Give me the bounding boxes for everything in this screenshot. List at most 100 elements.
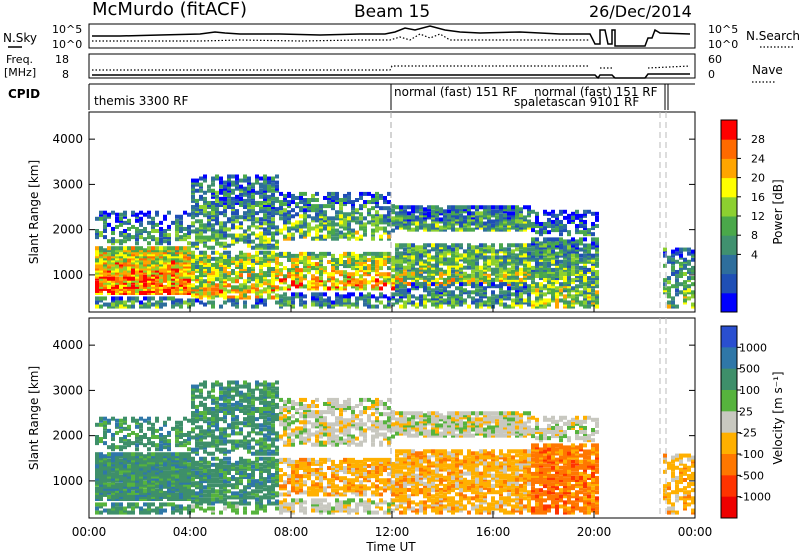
heatmap-cell: [103, 470, 107, 475]
heatmap-cell: [483, 261, 487, 266]
heatmap-cell: [683, 294, 687, 299]
heatmap-cell: [131, 470, 135, 475]
heatmap-cell: [199, 176, 203, 181]
heatmap-cell: [271, 295, 275, 300]
heatmap-cell: [167, 224, 171, 229]
heatmap-cell: [131, 466, 135, 471]
heatmap-cell: [251, 258, 255, 263]
heatmap-cell: [187, 298, 191, 303]
heatmap-cell: [355, 216, 359, 221]
heatmap-cell: [255, 180, 259, 185]
heatmap-cell: [127, 458, 131, 463]
heatmap-cell: [567, 263, 571, 268]
heatmap-cell: [107, 256, 111, 261]
heatmap-cell: [435, 292, 439, 297]
heatmap-cell: [151, 282, 155, 287]
heatmap-cell: [499, 215, 503, 220]
heatmap-cell: [531, 221, 535, 226]
heatmap-cell: [247, 285, 251, 290]
heatmap-cell: [187, 260, 191, 265]
heatmap-cell: [119, 422, 123, 427]
heatmap-cell: [127, 472, 131, 477]
heatmap-cell: [307, 270, 311, 275]
heatmap-cell: [543, 239, 547, 244]
heatmap-cell: [447, 281, 451, 286]
heatmap-cell: [587, 245, 591, 250]
heatmap-cell: [375, 228, 379, 233]
heatmap-cell: [191, 213, 195, 218]
heatmap-cell: [143, 268, 147, 273]
heatmap-cell: [151, 502, 155, 507]
heatmap-cell: [159, 231, 163, 236]
heatmap-cell: [487, 296, 491, 301]
heatmap-cell: [143, 508, 147, 513]
heatmap-cell: [131, 486, 135, 491]
heatmap-cell: [227, 295, 231, 300]
heatmap-cell: [367, 200, 371, 205]
heatmap-cell: [447, 284, 451, 289]
heatmap-cell: [663, 263, 667, 268]
heatmap-cell: [171, 300, 175, 305]
heatmap-cell: [199, 481, 203, 486]
heatmap-cell: [547, 219, 551, 224]
heatmap-cell: [163, 439, 167, 444]
heatmap-cell: [203, 411, 207, 416]
heatmap-cell: [147, 420, 151, 425]
heatmap-cell: [203, 302, 207, 307]
heatmap-cell: [443, 245, 447, 250]
heatmap-cell: [103, 284, 107, 289]
heatmap-cell: [499, 273, 503, 278]
heatmap-cell: [583, 226, 587, 231]
heatmap-cell: [571, 259, 575, 264]
heatmap-cell: [475, 298, 479, 303]
heatmap-cell: [503, 223, 507, 228]
heatmap-cell: [163, 239, 167, 244]
heatmap-cell: [683, 259, 687, 264]
heatmap-cell: [371, 232, 375, 237]
heatmap-cell: [383, 304, 387, 309]
heatmap-cell: [663, 253, 667, 258]
heatmap-cell: [231, 188, 235, 193]
heatmap-cell: [299, 282, 303, 287]
heatmap-cell: [95, 300, 99, 305]
heatmap-cell: [211, 300, 215, 305]
heatmap-cell: [387, 298, 391, 303]
heatmap-cell: [663, 278, 667, 283]
heatmap-cell: [143, 462, 147, 467]
heatmap-cell: [123, 288, 127, 293]
heatmap-cell: [107, 288, 111, 293]
heatmap-cell: [543, 263, 547, 268]
heatmap-cell: [455, 271, 459, 276]
heatmap-cell: [403, 294, 407, 299]
heatmap-cell: [143, 226, 147, 231]
heatmap-cell: [487, 219, 491, 224]
heatmap-cell: [383, 228, 387, 233]
heatmap-cell: [191, 386, 195, 391]
heatmap-cell: [247, 275, 251, 280]
heatmap-cell: [563, 253, 567, 258]
heatmap-cell: [411, 273, 415, 278]
heatmap-cell: [111, 466, 115, 471]
heatmap-cell: [283, 216, 287, 221]
heatmap-cell: [179, 300, 183, 305]
heatmap-cell: [243, 279, 247, 284]
heatmap-cell: [99, 422, 103, 427]
heatmap-cell: [527, 302, 531, 307]
heatmap-cell: [439, 249, 443, 254]
heatmap-cell: [175, 496, 179, 501]
heatmap-cell: [683, 290, 687, 295]
heatmap-cell: [199, 275, 203, 280]
heatmap-cell: [231, 258, 235, 263]
heatmap-cell: [131, 224, 135, 229]
heatmap-cell: [235, 260, 239, 265]
heatmap-cell: [679, 255, 683, 260]
heatmap-cell: [215, 202, 219, 207]
heatmap-cell: [195, 211, 199, 216]
heatmap-cell: [155, 270, 159, 275]
heatmap-cell: [431, 255, 435, 260]
heatmap-cell: [379, 195, 383, 200]
heatmap-cell: [119, 486, 123, 491]
heatmap-cell: [687, 261, 691, 266]
heatmap-cell: [243, 304, 247, 309]
heatmap-cell: [107, 252, 111, 257]
